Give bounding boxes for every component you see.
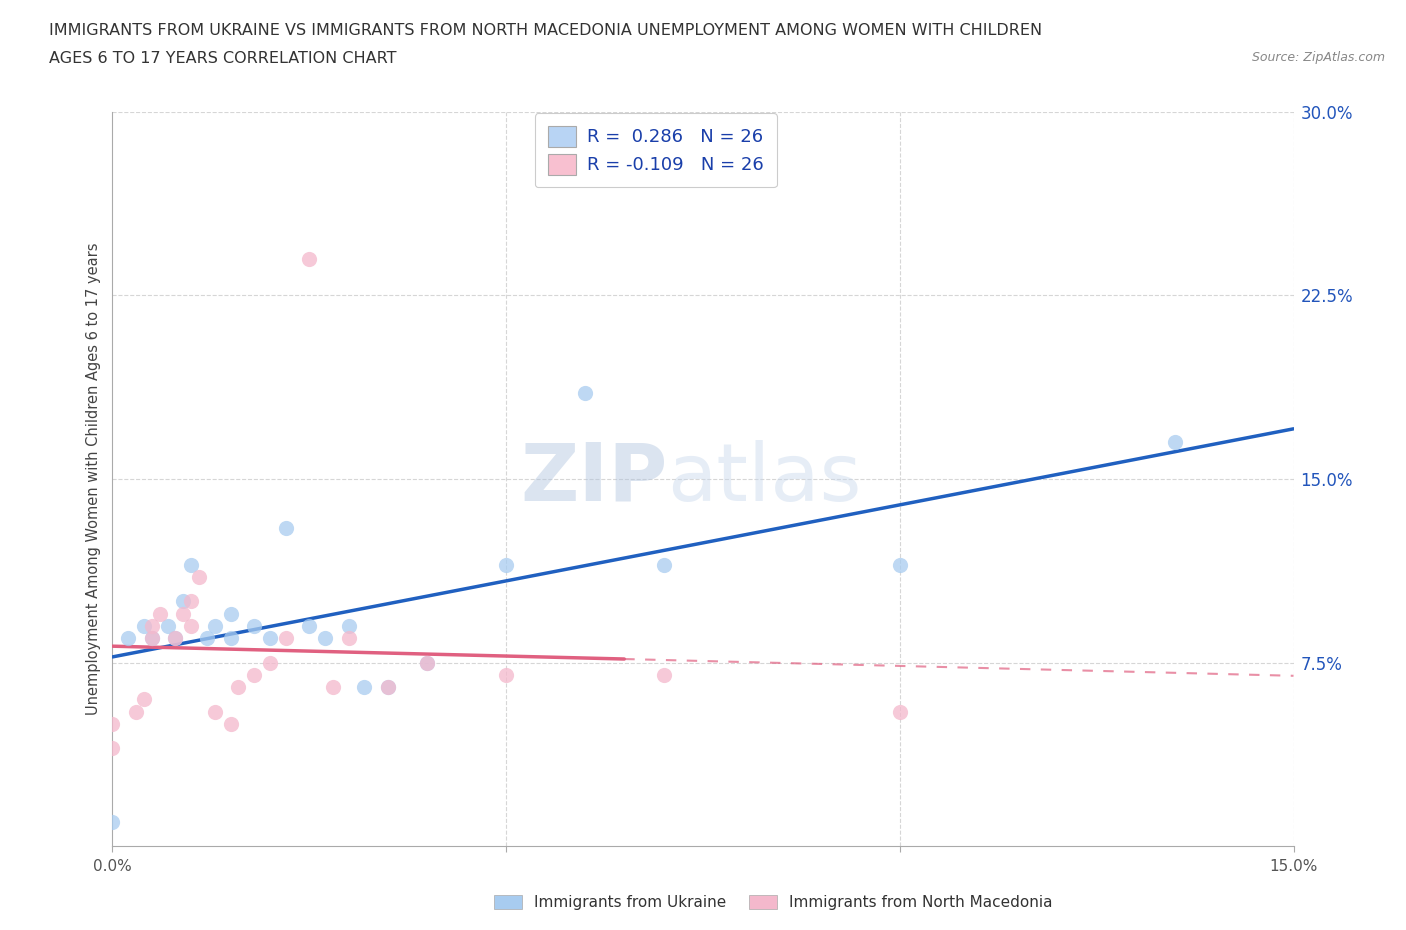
Point bbox=[172, 594, 194, 609]
Point bbox=[889, 704, 911, 719]
Point bbox=[259, 656, 281, 671]
Point bbox=[574, 386, 596, 401]
Point bbox=[101, 815, 124, 830]
Point bbox=[117, 631, 139, 645]
Point bbox=[353, 680, 375, 695]
Point bbox=[141, 618, 163, 633]
Point bbox=[132, 692, 155, 707]
Text: AGES 6 TO 17 YEARS CORRELATION CHART: AGES 6 TO 17 YEARS CORRELATION CHART bbox=[49, 51, 396, 66]
Point bbox=[259, 631, 281, 645]
Point bbox=[495, 557, 517, 572]
Point bbox=[132, 618, 155, 633]
Point bbox=[652, 668, 675, 683]
Point bbox=[314, 631, 336, 645]
Legend: Immigrants from Ukraine, Immigrants from North Macedonia: Immigrants from Ukraine, Immigrants from… bbox=[486, 887, 1060, 918]
Point bbox=[243, 618, 266, 633]
Point bbox=[377, 680, 399, 695]
Point bbox=[298, 618, 321, 633]
Point bbox=[337, 631, 360, 645]
Text: atlas: atlas bbox=[668, 440, 862, 518]
Point bbox=[101, 741, 124, 756]
Point bbox=[149, 606, 172, 621]
Point bbox=[188, 569, 211, 584]
Point bbox=[141, 631, 163, 645]
Point bbox=[243, 668, 266, 683]
Point bbox=[141, 631, 163, 645]
Point bbox=[274, 521, 297, 536]
Point bbox=[180, 594, 202, 609]
Point bbox=[172, 606, 194, 621]
Point bbox=[180, 618, 202, 633]
Text: ZIP: ZIP bbox=[520, 440, 668, 518]
Text: IMMIGRANTS FROM UKRAINE VS IMMIGRANTS FROM NORTH MACEDONIA UNEMPLOYMENT AMONG WO: IMMIGRANTS FROM UKRAINE VS IMMIGRANTS FR… bbox=[49, 23, 1042, 38]
Point bbox=[219, 606, 242, 621]
Point bbox=[204, 618, 226, 633]
Point bbox=[228, 680, 250, 695]
Point bbox=[204, 704, 226, 719]
Point bbox=[195, 631, 218, 645]
Point bbox=[377, 680, 399, 695]
Text: Source: ZipAtlas.com: Source: ZipAtlas.com bbox=[1251, 51, 1385, 64]
Point bbox=[298, 251, 321, 266]
Point bbox=[495, 668, 517, 683]
Point bbox=[1164, 435, 1187, 450]
Point bbox=[416, 656, 439, 671]
Point bbox=[274, 631, 297, 645]
Point bbox=[180, 557, 202, 572]
Point bbox=[165, 631, 187, 645]
Point bbox=[165, 631, 187, 645]
Point bbox=[125, 704, 148, 719]
Point bbox=[219, 716, 242, 731]
Point bbox=[337, 618, 360, 633]
Point bbox=[219, 631, 242, 645]
Point bbox=[889, 557, 911, 572]
Legend: R =  0.286   N = 26, R = -0.109   N = 26: R = 0.286 N = 26, R = -0.109 N = 26 bbox=[534, 113, 776, 188]
Point bbox=[416, 656, 439, 671]
Point bbox=[652, 557, 675, 572]
Y-axis label: Unemployment Among Women with Children Ages 6 to 17 years: Unemployment Among Women with Children A… bbox=[86, 243, 101, 715]
Point bbox=[101, 716, 124, 731]
Point bbox=[322, 680, 344, 695]
Point bbox=[156, 618, 179, 633]
